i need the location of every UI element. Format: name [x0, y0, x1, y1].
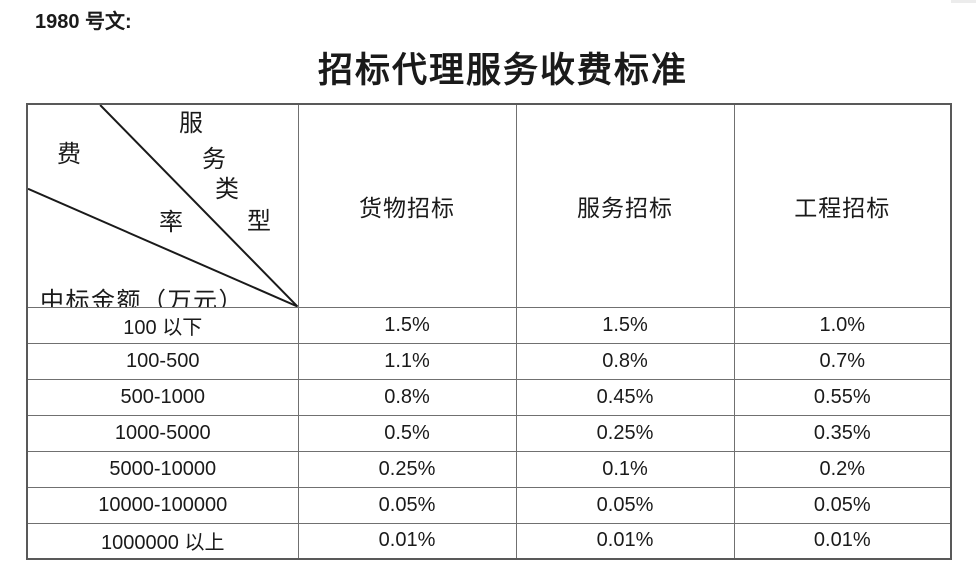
diagonal-lines-graphic [28, 105, 297, 306]
rate-cell: 0.01% [515, 522, 735, 560]
table-row: 100-500 1.1% 0.8% 0.7% [26, 342, 952, 380]
column-header-goods: 货物招标 [297, 103, 517, 308]
page-title: 招标代理服务收费标准 [317, 51, 688, 90]
rate-cell: 0.35% [733, 414, 952, 452]
rate-cell: 0.05% [733, 486, 952, 524]
rate-cell: 1.0% [733, 306, 952, 344]
amount-range-cell: 100 以下 [26, 306, 299, 344]
service-type-label-char: 类 [215, 177, 239, 203]
service-type-label-char: 服 [179, 111, 203, 137]
amount-range-cell: 1000000 以上 [26, 522, 299, 560]
rate-cell: 0.01% [297, 522, 517, 560]
rate-cell: 1.1% [297, 342, 517, 380]
table-row: 10000-100000 0.05% 0.05% 0.05% [26, 486, 952, 524]
rate-cell: 0.05% [515, 486, 735, 524]
amount-range-cell: 500-1000 [26, 378, 299, 416]
rate-cell: 0.5% [297, 414, 517, 452]
diagonal-header-cell: 服 务 类 型 费 率 中标金额（万元） [26, 103, 299, 308]
title-container: 招标代理服务收费标准 [30, 42, 976, 93]
page-edge-artifact [951, 0, 976, 3]
amount-range-cell: 5000-10000 [26, 450, 299, 488]
document-number-label: 1980 号文: [35, 11, 132, 33]
amount-range-cell: 10000-100000 [26, 486, 299, 524]
rate-cell: 0.01% [733, 522, 952, 560]
fee-rate-label-char: 费 [57, 142, 81, 168]
rate-cell: 0.55% [733, 378, 952, 416]
column-header-works: 工程招标 [733, 103, 952, 308]
fee-standard-table: 服 务 类 型 费 率 中标金额（万元） 货物招标 服务招标 工程招标 100 … [26, 103, 952, 560]
rate-cell: 0.1% [515, 450, 735, 488]
rate-cell: 0.8% [515, 342, 735, 380]
rate-cell: 0.05% [297, 486, 517, 524]
column-header-services: 服务招标 [515, 103, 735, 308]
rate-cell: 0.25% [297, 450, 517, 488]
fee-rate-label-char: 率 [159, 210, 183, 236]
bid-amount-axis-label: 中标金额（万元） [40, 289, 244, 307]
table-row: 1000-5000 0.5% 0.25% 0.35% [26, 414, 952, 452]
rate-cell: 0.2% [733, 450, 952, 488]
amount-range-cell: 1000-5000 [26, 414, 299, 452]
table-header-row: 服 务 类 型 费 率 中标金额（万元） 货物招标 服务招标 工程招标 [26, 103, 952, 308]
table-row: 1000000 以上 0.01% 0.01% 0.01% [26, 522, 952, 560]
rate-cell: 1.5% [297, 306, 517, 344]
table-row: 500-1000 0.8% 0.45% 0.55% [26, 378, 952, 416]
rate-cell: 0.45% [515, 378, 735, 416]
amount-range-cell: 100-500 [26, 342, 299, 380]
rate-cell: 0.8% [297, 378, 517, 416]
table-row: 100 以下 1.5% 1.5% 1.0% [26, 306, 952, 344]
rate-cell: 1.5% [515, 306, 735, 344]
rate-cell: 0.25% [515, 414, 735, 452]
rate-cell: 0.7% [733, 342, 952, 380]
table-row: 5000-10000 0.25% 0.1% 0.2% [26, 450, 952, 488]
service-type-label-char: 务 [202, 147, 226, 173]
service-type-label-char: 型 [247, 209, 271, 235]
